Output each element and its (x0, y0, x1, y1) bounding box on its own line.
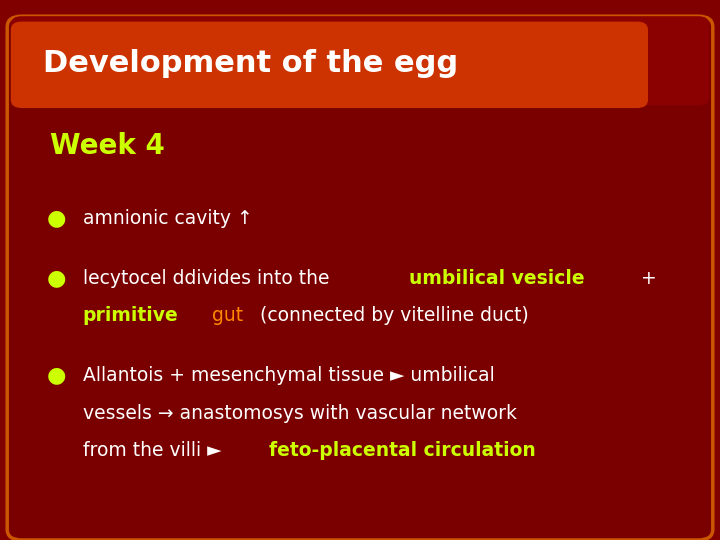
Text: Allantois + mesenchymal tissue ► umbilical: Allantois + mesenchymal tissue ► umbilic… (83, 366, 495, 385)
Text: Development of the egg: Development of the egg (43, 49, 459, 78)
Text: +: + (635, 268, 657, 288)
Text: (connected by vitelline duct): (connected by vitelline duct) (254, 306, 529, 326)
Text: umbilical vesicle: umbilical vesicle (409, 268, 584, 288)
FancyBboxPatch shape (11, 22, 648, 108)
Text: from the villi ►: from the villi ► (83, 441, 228, 461)
Text: gut: gut (207, 306, 243, 326)
Text: ●: ● (47, 365, 66, 386)
Text: Week 4: Week 4 (50, 132, 166, 160)
FancyBboxPatch shape (7, 16, 713, 540)
Text: ●: ● (47, 268, 66, 288)
Text: feto-placental circulation: feto-placental circulation (269, 441, 536, 461)
Text: vessels → anastomosys with vascular network: vessels → anastomosys with vascular netw… (83, 403, 517, 423)
FancyBboxPatch shape (11, 16, 709, 105)
Text: amnionic cavity ↑: amnionic cavity ↑ (83, 209, 253, 228)
Text: ●: ● (47, 208, 66, 229)
Text: lecytocel ddivides into the: lecytocel ddivides into the (83, 268, 336, 288)
Text: primitive: primitive (83, 306, 179, 326)
